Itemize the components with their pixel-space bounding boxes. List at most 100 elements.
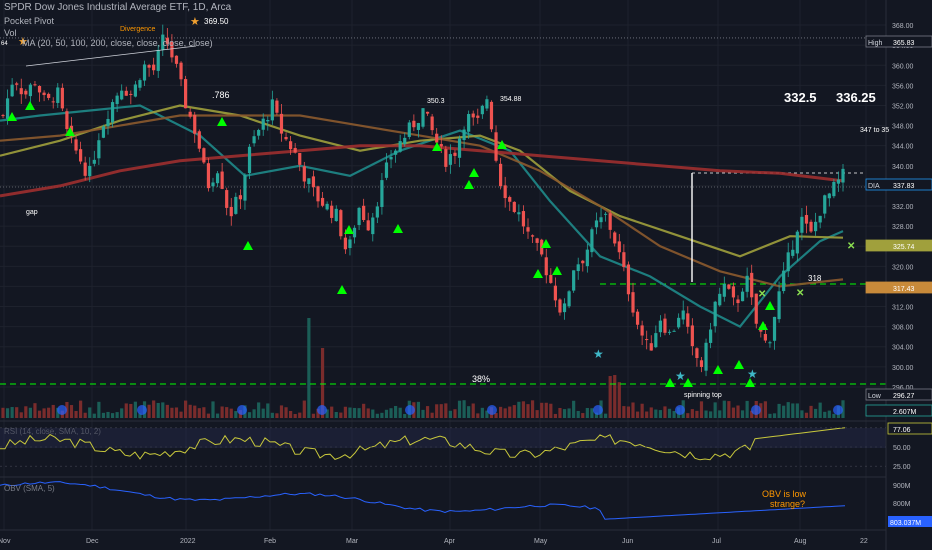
cross-marker: ✕	[847, 241, 855, 252]
candle-body	[713, 301, 717, 327]
candle-body	[220, 171, 224, 189]
price-tag-value: 365.83	[893, 40, 915, 47]
obv-note-line2: strange?	[770, 499, 805, 509]
volume-bar	[316, 408, 320, 418]
cross-marker: ✕	[758, 289, 766, 300]
candle-body	[37, 85, 42, 93]
volume-bar	[211, 401, 215, 418]
volume-bar	[558, 407, 562, 418]
volume-bar	[74, 410, 78, 418]
candle-body	[243, 174, 247, 201]
volume-bar	[635, 411, 640, 418]
rsi-tick-label: 25.00	[893, 464, 911, 471]
volume-bar	[339, 412, 343, 418]
candle-body	[494, 132, 498, 161]
price-tag	[865, 404, 932, 417]
volume-bar	[704, 410, 708, 418]
candle-body	[320, 197, 325, 206]
candle-body	[818, 215, 822, 223]
signal-triangle	[65, 127, 75, 136]
ma-line	[0, 144, 844, 198]
volume-bar	[731, 407, 736, 418]
candle-body	[101, 126, 106, 138]
star-icon: ★	[18, 36, 28, 48]
volume-bar	[809, 405, 813, 418]
candle-body	[795, 231, 799, 254]
volume-bar	[672, 411, 676, 418]
candle-body	[279, 113, 284, 134]
signal-triangle	[683, 378, 693, 387]
volume-bar	[311, 413, 316, 418]
candle-body	[339, 210, 343, 237]
volume-bar	[686, 413, 690, 418]
volume-bar	[47, 407, 51, 418]
star-icon: ★	[190, 16, 200, 28]
volume-bar	[663, 406, 667, 418]
candle-body	[147, 65, 151, 68]
volume-bar	[152, 400, 156, 418]
candle-body	[521, 211, 526, 227]
time-tick-label: Dec	[86, 538, 99, 545]
candle-body	[430, 116, 434, 131]
volume-bar	[161, 402, 165, 418]
volume-bar	[206, 413, 211, 418]
candle-body	[439, 144, 443, 147]
candle-body	[772, 316, 777, 341]
volume-bar	[362, 403, 366, 418]
grid	[0, 0, 886, 530]
candle-body	[15, 83, 19, 85]
candle-body	[284, 136, 288, 140]
candle-body	[298, 152, 302, 165]
price-tag-name: High	[868, 40, 883, 47]
price-tick-label: 344.00	[892, 144, 914, 151]
vol-label: Vol	[4, 28, 17, 38]
candle-body	[827, 193, 831, 199]
volume-bar	[19, 412, 23, 418]
volume-bar	[320, 348, 325, 418]
volume-bar	[252, 409, 256, 418]
candle-body	[626, 264, 631, 295]
volume-bar	[814, 408, 818, 418]
volume-bar	[389, 408, 393, 418]
candle-body	[362, 205, 366, 220]
candle-body	[28, 84, 32, 97]
rsi-line	[0, 427, 846, 461]
volume-bar	[448, 410, 452, 418]
volume-bar	[398, 407, 402, 418]
candle-body	[229, 206, 233, 217]
candle-body	[471, 113, 475, 118]
signal-triangle	[344, 225, 354, 234]
volume-bar	[284, 407, 288, 418]
pocket-pivot-label: Pocket Pivot	[4, 16, 55, 26]
volume-bar	[544, 402, 548, 418]
signal-triangle	[765, 301, 775, 310]
volume-bar	[334, 411, 338, 418]
price-tick-label: 328.00	[892, 224, 914, 231]
volume-bar	[471, 403, 475, 418]
dividend-marker	[675, 405, 685, 415]
candle-body	[581, 260, 585, 264]
price-tick-label: 320.00	[892, 264, 914, 271]
volume-bar	[293, 413, 297, 418]
volume-bar	[15, 407, 19, 418]
volume-bar	[184, 400, 188, 418]
candle-body	[631, 292, 635, 313]
candle-body	[567, 291, 571, 307]
candle-body	[576, 264, 580, 272]
price-tick-label: 368.00	[892, 23, 914, 30]
volume-bar	[270, 412, 274, 418]
candle-body	[156, 49, 160, 71]
time-tick-label: 2022	[180, 538, 196, 545]
volume-bar	[225, 407, 229, 418]
price-tick-label: 332.00	[892, 204, 914, 211]
candle-body	[562, 303, 567, 313]
price-tick-label: 296.00	[892, 385, 914, 392]
candle-body	[677, 317, 681, 328]
candle-body	[92, 159, 96, 164]
volume-bar	[631, 402, 635, 418]
volume-bar	[37, 410, 42, 418]
volume-bar	[745, 400, 749, 418]
candle-body	[836, 179, 841, 184]
volume-bar	[257, 402, 261, 418]
candle-body	[325, 203, 329, 210]
